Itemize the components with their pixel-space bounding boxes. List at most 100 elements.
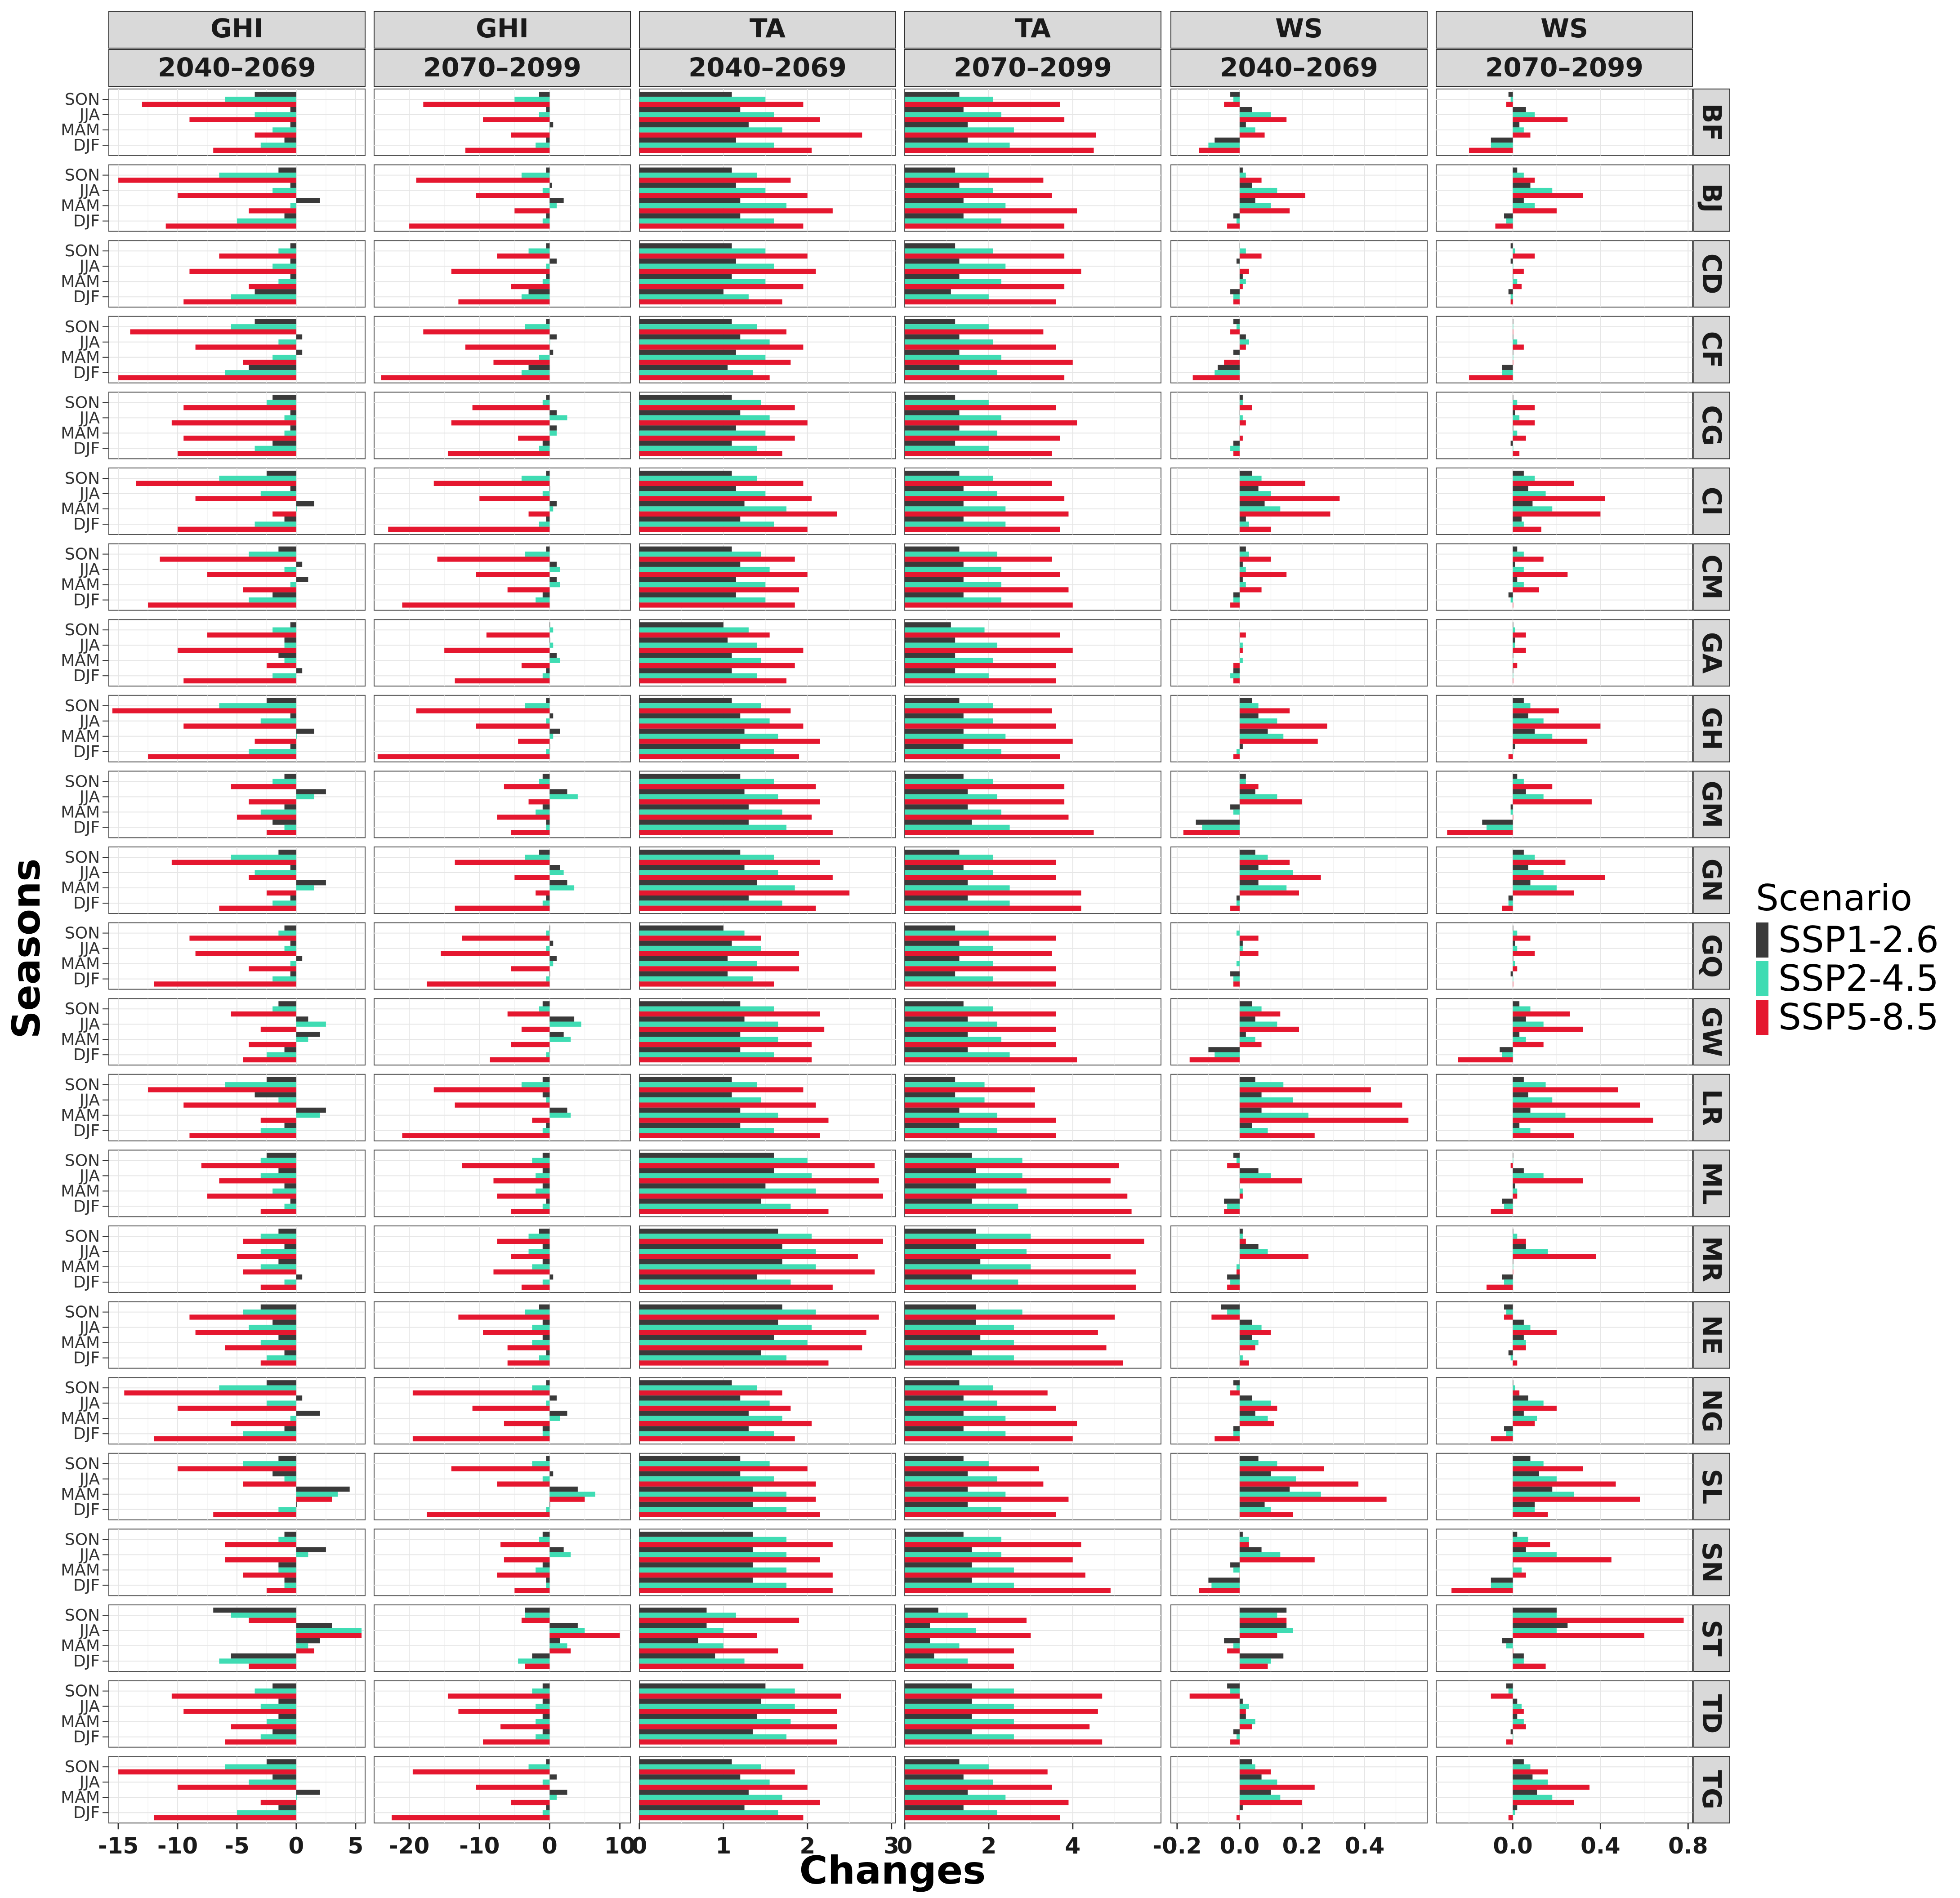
season-tick-label: JJA: [79, 106, 100, 124]
bar-cm-son-ssp1-2-6: [1239, 546, 1246, 552]
bar-ne-jja-ssp2-4-5: [532, 1324, 550, 1330]
panel-background: [374, 922, 631, 990]
bar-ne-mam-ssp2-4-5: [532, 1340, 550, 1346]
bar-st-djf-ssp1-2-6: [231, 1653, 296, 1659]
bar-gh-jja-ssp1-2-6: [290, 713, 296, 719]
bar-bj-son-ssp2-4-5: [639, 172, 757, 178]
bar-ne-son-ssp5-8-5: [905, 1314, 1115, 1320]
bar-tg-son-ssp1-2-6: [905, 1759, 960, 1764]
bar-cd-son-ssp2-4-5: [278, 248, 296, 254]
bar-gm-jja-ssp5-8-5: [1239, 799, 1302, 805]
row-strip-gm: [1693, 771, 1730, 838]
bar-ci-mam-ssp1-2-6: [296, 501, 314, 507]
season-tick-label: JJA: [79, 712, 100, 731]
bar-sl-djf-ssp1-2-6: [549, 1501, 550, 1507]
panel-ga-ghi-0: [108, 619, 366, 687]
bar-gh-mam-ssp2-4-5: [296, 734, 297, 739]
bar-tg-son-ssp5-8-5: [1513, 1769, 1548, 1775]
bar-gh-jja-ssp1-2-6: [549, 713, 554, 719]
bar-cg-jja-ssp5-8-5: [639, 420, 808, 426]
bar-ml-jja-ssp5-8-5: [493, 1178, 550, 1184]
bar-bj-son-ssp5-8-5: [416, 178, 550, 183]
bar-bj-djf-ssp2-4-5: [1506, 218, 1513, 224]
column-strip-ta-2: [639, 11, 896, 49]
panel-cd-ta-2: [639, 240, 896, 308]
bar-ng-djf-ssp1-2-6: [1504, 1426, 1513, 1431]
bar-tg-son-ssp1-2-6: [266, 1759, 296, 1764]
bar-gh-jja-ssp2-4-5: [639, 718, 770, 724]
bar-gq-djf-ssp1-2-6: [905, 971, 955, 976]
bar-tg-djf-ssp5-8-5: [1236, 1815, 1240, 1821]
bar-tg-djf-ssp2-4-5: [639, 1810, 778, 1815]
bar-ml-jja-ssp2-4-5: [536, 1173, 550, 1179]
season-tick-label: DJF: [73, 818, 100, 837]
bar-ng-jja-ssp1-2-6: [1513, 1395, 1528, 1401]
bar-ng-jja-ssp1-2-6: [296, 1395, 303, 1401]
row-country-label: ST: [1697, 1620, 1727, 1657]
bar-cf-mam-ssp1-2-6: [296, 349, 303, 355]
bar-cf-mam-ssp1-2-6: [1513, 349, 1514, 355]
bar-cm-mam-ssp1-2-6: [905, 577, 964, 582]
bar-ml-mam-ssp5-8-5: [1239, 1194, 1243, 1199]
panel-gn-ghi-0: [108, 847, 366, 914]
bar-lr-jja-ssp2-4-5: [278, 1097, 296, 1103]
panel-cf-ta-3: [904, 316, 1161, 383]
bar-tg-djf-ssp1-2-6: [905, 1805, 964, 1810]
panel-sn-ta-3: [904, 1528, 1161, 1596]
bar-td-djf-ssp2-4-5: [536, 1734, 550, 1740]
season-tick-label: SON: [65, 545, 100, 564]
legend-key-ssp585: [1756, 1000, 1768, 1035]
bar-ne-mam-ssp5-8-5: [1239, 1345, 1255, 1350]
season-tick-label: SON: [65, 166, 100, 185]
bar-sl-jja-ssp1-2-6: [1513, 1471, 1539, 1477]
panel-gn-ws-4: [1170, 847, 1428, 914]
season-tick-label: SON: [65, 90, 100, 109]
x-axis-label: Changes: [799, 1848, 986, 1893]
panel-bj-ws-5: [1436, 164, 1693, 232]
panel-cf-ws-4: [1170, 316, 1428, 383]
bar-cg-mam-ssp1-2-6: [1513, 425, 1514, 431]
bar-ci-son-ssp5-8-5: [905, 481, 1052, 486]
bar-cg-son-ssp2-4-5: [639, 400, 761, 405]
panel-ng-ws-4: [1170, 1377, 1428, 1445]
panel-background: [1170, 543, 1428, 611]
bar-lr-jja-ssp1-2-6: [905, 1092, 955, 1098]
bar-ml-mam-ssp2-4-5: [639, 1188, 816, 1194]
bar-sl-djf-ssp1-2-6: [1513, 1501, 1535, 1507]
bar-bf-mam-ssp2-4-5: [905, 127, 1014, 133]
bar-cd-mam-ssp5-8-5: [511, 284, 550, 290]
panel-gh-ghi-1: [374, 695, 631, 762]
bar-gm-mam-ssp2-4-5: [1510, 809, 1513, 815]
season-tick-label: MAM: [61, 1561, 100, 1579]
bar-sn-mam-ssp5-8-5: [1513, 1573, 1526, 1578]
panel-cd-ws-5: [1436, 240, 1693, 308]
bar-cf-djf-ssp5-8-5: [118, 375, 296, 380]
season-tick-label: MAM: [61, 272, 100, 291]
bar-cg-jja-ssp5-8-5: [905, 420, 1077, 426]
bar-ci-djf-ssp2-4-5: [639, 521, 774, 527]
season-tick-label: MAM: [61, 424, 100, 442]
legend-key-ssp126: [1756, 922, 1768, 958]
bar-cf-djf-ssp2-4-5: [905, 370, 997, 375]
bar-ci-mam-ssp2-4-5: [549, 506, 554, 512]
bar-ci-son-ssp2-4-5: [905, 476, 993, 481]
bar-cm-djf-ssp5-8-5: [1513, 602, 1514, 608]
bar-gh-son-ssp2-4-5: [1513, 703, 1531, 708]
bar-bf-mam-ssp2-4-5: [639, 127, 782, 133]
bar-sn-mam-ssp5-8-5: [497, 1573, 550, 1578]
bar-bf-mam-ssp1-2-6: [1513, 122, 1520, 128]
bar-td-jja-ssp2-4-5: [536, 1703, 550, 1709]
season-tick-label: JJA: [79, 788, 100, 806]
panel-gm-ghi-1: [374, 771, 631, 838]
bar-ne-mam-ssp2-4-5: [1239, 1340, 1259, 1346]
bar-lr-jja-ssp1-2-6: [639, 1092, 732, 1098]
bar-gw-djf-ssp2-4-5: [639, 1052, 774, 1057]
bar-gh-mam-ssp2-4-5: [1239, 734, 1284, 739]
row-country-label: BJ: [1697, 183, 1727, 213]
panel-st-ta-3: [904, 1604, 1161, 1672]
bar-gh-jja-ssp1-2-6: [1239, 713, 1259, 719]
bar-bf-mam-ssp5-8-5: [1239, 132, 1265, 138]
bar-cd-djf-ssp5-8-5: [639, 299, 782, 305]
bar-cg-djf-ssp5-8-5: [1233, 451, 1240, 456]
